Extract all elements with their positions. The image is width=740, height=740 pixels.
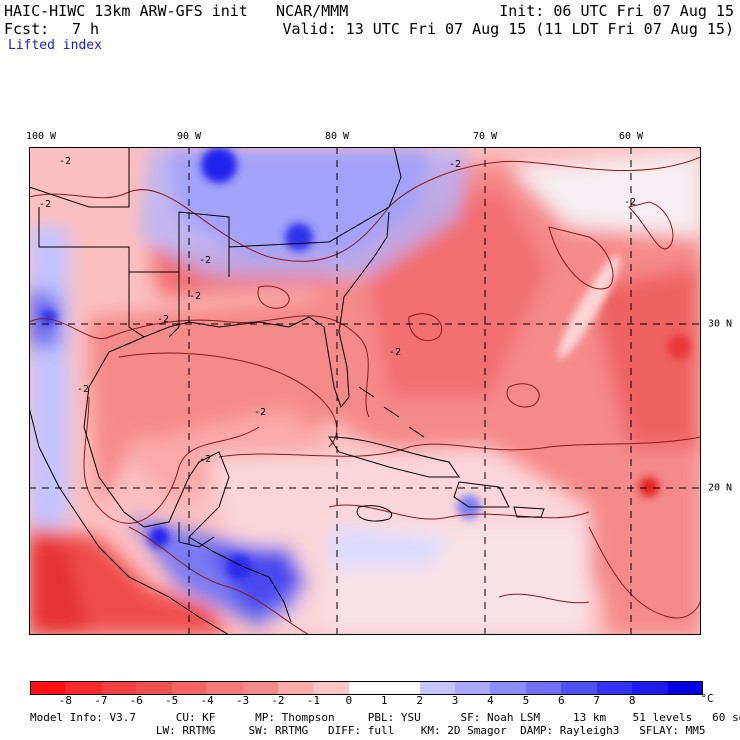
colorbar-swatch (171, 681, 208, 695)
colorbar-swatch (667, 681, 704, 695)
model-info-line-1: Model Info: V3.7 CU: KF MP: Thompson PBL… (30, 711, 740, 724)
contour-labels: -2 -2 -2 -2 -2 -2 -2 -2 -2 -2 -2 (39, 156, 636, 465)
colorbar-swatch (313, 681, 350, 695)
colorbar-label: 7 (593, 694, 601, 707)
lat-label-30n: 30 N (708, 318, 733, 330)
contour-label: -2 (624, 197, 636, 208)
lat-label-20n: 20 N (708, 482, 733, 494)
contour-label: -2 (157, 314, 169, 325)
colorbar-label: -6 (129, 694, 143, 707)
colorbar-label: 1 (380, 694, 388, 707)
contour-label: -2 (199, 454, 211, 465)
colorbar-swatch (525, 681, 562, 695)
contour-label: -2 (199, 255, 211, 266)
model-info-line-2: LW: RRTMG SW: RRTMG DIFF: full KM: 2D Sm… (30, 724, 706, 737)
colorbar-label: 2 (416, 694, 423, 707)
contour-label: -2 (449, 159, 461, 170)
contour-label: -2 (39, 199, 51, 210)
model-title: HAIC-HIWC 13km ARW-GFS init (4, 2, 248, 20)
colorbar-swatch (136, 681, 173, 695)
colorbar-swatch (384, 681, 421, 695)
colorbar-swatch (596, 681, 633, 695)
contour-label: -2 (189, 291, 201, 302)
init-time: Init: 06 UTC Fri 07 Aug 15 (499, 2, 734, 20)
colorbar-swatch (277, 681, 314, 695)
lifted-index-map: -2 -2 -2 -2 -2 -2 -2 -2 -2 -2 -2 (29, 147, 701, 635)
lon-label-100w: 100 W (25, 131, 57, 142)
lon-label-70w: 70 W (472, 131, 498, 142)
contour-label: -2 (254, 407, 266, 418)
colorbar-label: -4 (200, 694, 214, 707)
colorbar-swatch (348, 681, 385, 695)
coastlines (29, 147, 545, 635)
lon-label-80w: 80 W (324, 131, 350, 142)
colorbar-label: 6 (558, 694, 565, 707)
contour-label: -2 (77, 384, 89, 395)
colorbar-swatch (419, 681, 456, 695)
colorbar-swatch (455, 681, 491, 695)
colorbar-swatch (490, 681, 527, 695)
forecast-label: Fcst: (4, 20, 50, 38)
forecast-hour: 7 h (72, 20, 100, 38)
colorbar-unit: °C (700, 692, 714, 705)
field-shading (29, 147, 701, 635)
valid-time: Valid: 13 UTC Fri 07 Aug 15 (11 LDT Fri … (282, 20, 734, 38)
field-name: Lifted index (8, 38, 102, 53)
colorbar-label: 5 (522, 694, 530, 707)
colorbar-label: -2 (271, 694, 285, 707)
colorbar-label: 4 (487, 694, 494, 707)
colorbar-swatch (207, 681, 243, 695)
lon-label-90w: 90 W (176, 131, 202, 142)
colorbar-swatch (65, 681, 102, 695)
graticule (29, 147, 701, 635)
field-detail (41, 147, 691, 579)
colorbar-swatch (561, 681, 598, 695)
colorbar-label: 8 (628, 694, 636, 707)
colorbar-label: -1 (306, 694, 320, 707)
colorbar-label: -5 (165, 694, 179, 707)
colorbar-swatch (100, 681, 137, 695)
contour-label: -2 (389, 347, 401, 358)
colorbar-frame (30, 681, 703, 695)
colorbar-label: -7 (94, 694, 108, 707)
colorbar-swatch (242, 681, 279, 695)
colorbar-label: -3 (235, 694, 250, 707)
map-frame (29, 147, 701, 635)
colorbar-swatch (30, 681, 66, 695)
lon-label-60w: 60 W (618, 131, 644, 142)
contour-label: -2 (59, 156, 71, 167)
colorbar-label: -8 (58, 694, 73, 707)
colorbar-label: 0 (345, 694, 353, 707)
organization-label: NCAR/MMM (276, 2, 349, 20)
colorbar-swatch (632, 681, 669, 695)
colorbar-label: 3 (451, 694, 459, 707)
